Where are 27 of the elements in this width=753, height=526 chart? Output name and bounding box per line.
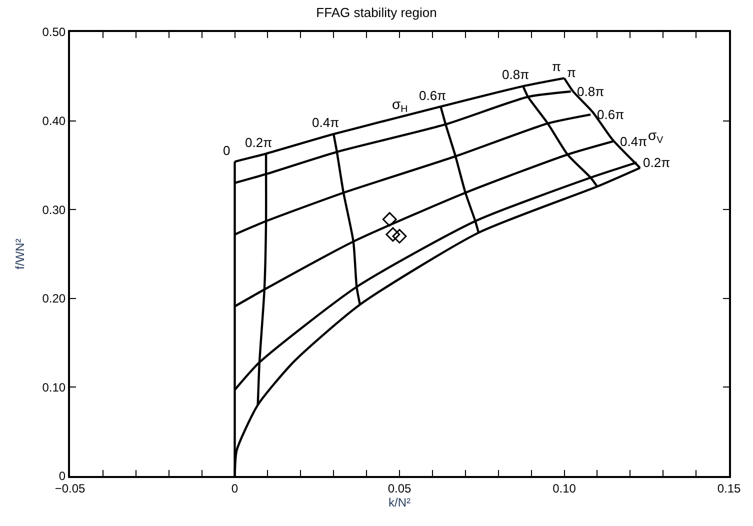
y-tick-label: 0.10: [42, 380, 66, 394]
series-label: 0.4π: [312, 115, 340, 130]
series-label: 0.8π: [577, 84, 604, 99]
x-tick-label: 0.05: [388, 481, 412, 496]
y-axis-title: f/WN²: [13, 238, 28, 270]
series-label: 0.4π: [620, 134, 648, 149]
annotation: σ$_{V}$: [648, 127, 664, 146]
x-axis-title: k/N²: [388, 495, 410, 510]
series-label: 0.2π: [245, 135, 272, 150]
y-tick-label: 0.30: [42, 202, 66, 217]
x-tick-label: 0.10: [552, 481, 576, 496]
series-label: 0.2π: [643, 155, 670, 170]
x-tick-label: 0: [231, 481, 238, 496]
y-tick-label: 0.20: [42, 292, 66, 306]
series-label: 0.6π: [597, 107, 624, 122]
y-tick-label: 0.50: [42, 25, 66, 40]
series-label: 0.8π: [502, 67, 530, 82]
annotation: σ$_{H}$: [392, 96, 408, 115]
series-label: π: [552, 59, 561, 74]
y-tick-label: 0.40: [42, 114, 66, 128]
series-label: 0.6π: [419, 88, 446, 103]
x-tick-label: −0.05: [54, 481, 86, 496]
chart-title: FFAG stability region: [316, 4, 437, 20]
series-label: π: [567, 65, 576, 80]
x-tick-label: 0.15: [717, 481, 741, 496]
series-label: 0: [223, 143, 230, 158]
y-tick-label: 0: [58, 469, 66, 484]
